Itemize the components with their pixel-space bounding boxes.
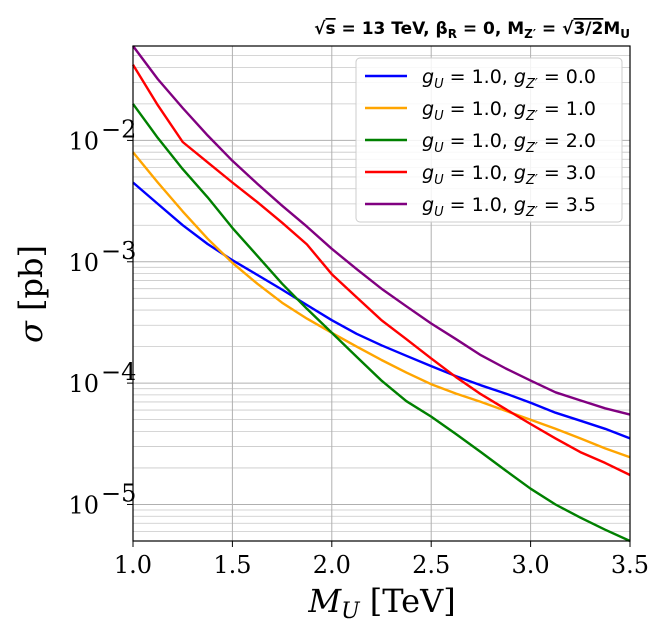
y-tick-label: 10 — [68, 491, 99, 519]
legend-label-4: gU = 1.0, gZ′ = 3.5 — [422, 194, 596, 220]
title-beta-sub: R — [448, 27, 457, 41]
legend: gU = 1.0, gZ′ = 0.0 gU = 1.0, gZ′ = 1.0 gU… — [355, 57, 623, 223]
series-line-3 — [131, 64, 631, 477]
y-tick-exponent: −2 — [101, 115, 136, 143]
y-axis-label-main: σ — [12, 320, 50, 343]
plot-frame — [132, 45, 631, 542]
y-tick-label: 10 — [68, 370, 99, 398]
x-axis-label-sub: U — [341, 599, 361, 624]
x-tick-label: 3.0 — [512, 551, 550, 579]
series-line-0 — [132, 181, 631, 440]
x-tick-label: 3.5 — [611, 551, 649, 579]
title-energy: = 13 TeV, β — [336, 19, 448, 39]
legend-box — [355, 57, 623, 223]
series-line-1 — [132, 151, 631, 459]
title-ratio: 3/2 — [573, 19, 603, 39]
legend-label-0: gU = 1.0, gZ′ = 0.0 — [422, 66, 596, 92]
title-mz-sub: Z′ — [524, 27, 536, 41]
title-mu-sub: U — [620, 27, 630, 41]
title-sqrt-symbol: √ — [314, 19, 326, 39]
x-axis-ticks: 1.0 1.5 2.0 2.5 3.0 3.5 — [114, 541, 649, 579]
title-mu: M — [603, 19, 620, 39]
y-tick-label: 10 — [68, 127, 99, 155]
x-tick-label: 2.0 — [313, 551, 351, 579]
x-axis-label-unit: [TeV] — [360, 582, 456, 620]
title-sqrt-symbol-2: √ — [562, 19, 574, 39]
y-tick-exponent: −4 — [101, 358, 136, 386]
x-axis-label-main: M — [307, 582, 342, 620]
x-tick-label: 1.5 — [213, 551, 251, 579]
y-tick-exponent: −3 — [101, 237, 136, 265]
legend-label-1: gU = 1.0, gZ′ = 1.0 — [422, 98, 596, 124]
x-tick-label: 1.0 — [114, 551, 152, 579]
series-line-4 — [132, 45, 631, 416]
y-axis-label-unit: [pb] — [12, 245, 50, 321]
title-beta-eq: = 0, M — [457, 19, 524, 39]
series-lines — [131, 45, 631, 543]
title-s: s — [326, 19, 336, 39]
x-axis-label: MU [TeV] — [307, 582, 455, 624]
title-mz-eq: = — [536, 19, 562, 39]
legend-label-3: gU = 1.0, gZ′ = 3.0 — [422, 162, 596, 188]
chart-title: √s = 13 TeV, βR = 0, MZ′ = √3/2MU — [314, 19, 630, 41]
series-line-2 — [132, 103, 631, 543]
x-tick-label: 2.5 — [412, 551, 450, 579]
y-axis-ticks: 10−210−310−410−5 — [68, 115, 136, 519]
legend-label-2: gU = 1.0, gZ′ = 2.0 — [422, 130, 596, 156]
y-tick-exponent: −5 — [101, 479, 136, 507]
y-axis-label: σ [pb] — [12, 245, 50, 343]
y-tick-label: 10 — [68, 249, 99, 277]
